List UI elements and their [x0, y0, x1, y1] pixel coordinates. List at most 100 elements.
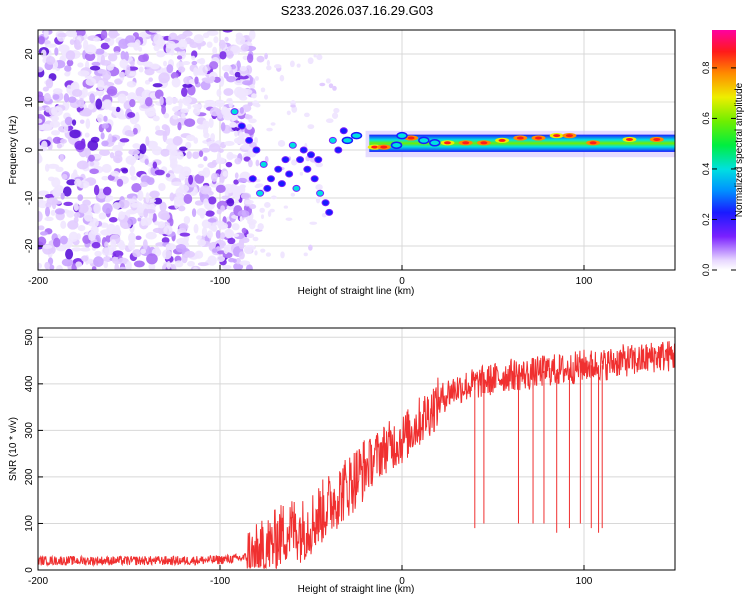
noise-blob — [269, 208, 275, 213]
noise-blob — [156, 50, 166, 58]
noise-blob — [127, 92, 137, 103]
noise-blob — [168, 149, 178, 157]
noise-blob — [313, 54, 317, 58]
noise-blob — [225, 229, 233, 239]
noise-blob — [211, 221, 217, 231]
noise-blob — [87, 103, 94, 110]
noise-blob — [161, 213, 170, 221]
signal-band — [369, 134, 675, 152]
noise-blob — [239, 95, 248, 101]
branch-blob — [277, 180, 286, 188]
noise-blob — [205, 210, 215, 217]
signal-blob — [418, 136, 430, 145]
noise-blob — [115, 106, 121, 113]
branch-blob — [248, 175, 257, 183]
noise-blob — [60, 192, 65, 200]
noise-blob — [103, 115, 108, 122]
spectrogram-x-tick-label: -100 — [210, 276, 230, 287]
spectrogram-x-tick-label: -200 — [28, 276, 48, 287]
noise-blob — [153, 197, 163, 205]
noise-blob — [165, 96, 174, 106]
noise-blob — [71, 119, 77, 126]
noise-blob — [303, 252, 308, 257]
noise-blob — [90, 136, 100, 143]
signal-hotspot-core — [371, 145, 379, 149]
branch-blob — [303, 165, 312, 173]
noise-blob — [130, 60, 135, 67]
noise-blob — [234, 193, 241, 201]
noise-blob — [215, 230, 221, 239]
noise-blob — [196, 207, 207, 217]
noise-blob — [182, 96, 192, 104]
signal-hotspot-core — [589, 141, 597, 145]
noise-blob — [206, 30, 219, 36]
noise-blob — [64, 65, 72, 72]
signal-blob — [350, 131, 363, 140]
noise-blob — [42, 86, 49, 92]
noise-blob — [183, 215, 191, 225]
noise-blob — [137, 217, 142, 222]
noise-blob — [53, 237, 61, 248]
noise-blob — [170, 72, 179, 80]
noise-blob — [133, 41, 140, 51]
noise-blob — [101, 175, 109, 181]
noise-blob — [82, 87, 88, 98]
noise-blob — [171, 77, 181, 88]
noise-blob — [332, 85, 337, 91]
noise-blob — [149, 191, 159, 198]
noise-blob — [239, 216, 243, 222]
noise-blob — [199, 185, 212, 195]
noise-blob — [153, 44, 160, 52]
noise-blob — [290, 104, 296, 108]
noise-blob — [110, 170, 120, 177]
noise-blob — [255, 183, 264, 188]
noise-blob — [61, 258, 74, 267]
noise-blob — [114, 150, 123, 157]
noise-blob — [203, 156, 208, 162]
noise-blob — [50, 209, 56, 216]
snr-y-tick-label: 400 — [24, 375, 35, 392]
noise-blob — [101, 140, 109, 147]
noise-blob — [95, 98, 103, 110]
noise-blob — [222, 170, 228, 177]
noise-blob — [252, 237, 257, 241]
noise-blob — [307, 124, 315, 130]
noise-blob — [152, 213, 157, 224]
noise-blob — [215, 184, 226, 193]
noise-blob — [264, 202, 271, 208]
noise-blob — [197, 163, 204, 169]
noise-blob — [43, 40, 51, 45]
spectrogram-x-ticks: -200 -100 0 100 — [28, 265, 593, 287]
noise-blob — [280, 251, 285, 259]
snr-y-tick-label: 100 — [24, 515, 35, 532]
noise-blob — [102, 256, 112, 263]
noise-blob — [251, 93, 257, 99]
noise-blob — [170, 158, 178, 168]
noise-blob — [77, 62, 84, 68]
noise-blob — [68, 96, 77, 103]
noise-blob — [59, 235, 68, 245]
snr-x-tick-label: 100 — [576, 576, 593, 587]
noise-blob — [61, 173, 68, 180]
noise-blob — [128, 240, 136, 251]
noise-blob — [173, 111, 184, 117]
noise-blob — [132, 249, 142, 258]
noise-blob — [172, 115, 179, 120]
noise-blob — [135, 111, 140, 123]
noise-blob — [328, 83, 334, 89]
noise-blob — [180, 87, 188, 97]
noise-blob — [100, 132, 105, 140]
noise-blob — [128, 232, 136, 244]
branch-blob — [266, 175, 275, 183]
noise-blob — [55, 166, 64, 173]
noise-blob — [183, 193, 193, 204]
noise-blob — [142, 239, 148, 251]
colorbar-gradient — [712, 30, 736, 270]
noise-blob — [226, 198, 235, 207]
noise-blob — [66, 59, 74, 67]
noise-blob — [192, 103, 203, 109]
noise-blob — [107, 53, 118, 62]
noise-blob — [248, 30, 256, 40]
noise-blob — [239, 65, 247, 72]
